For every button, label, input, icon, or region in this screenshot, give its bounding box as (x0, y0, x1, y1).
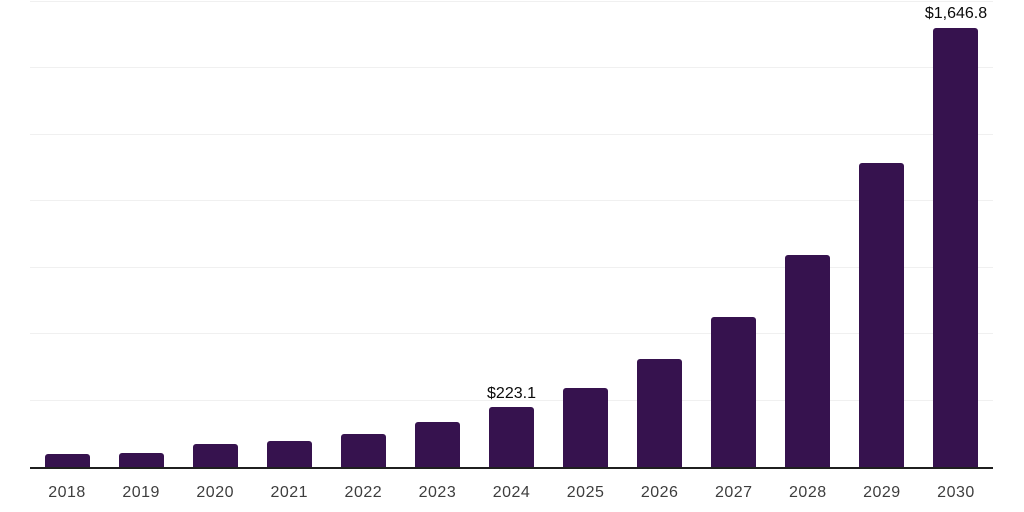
bar-2029 (859, 163, 905, 467)
x-tick-label-2019: 2019 (122, 484, 160, 501)
bar-value-label: $223.1 (487, 384, 536, 402)
bar-column-2028 (771, 2, 845, 467)
gridline (30, 266, 993, 268)
bar-2025 (563, 387, 609, 467)
x-axis: 2018 2019 2020 2021 2022 2023 2024 2025 2026 2027… (30, 484, 993, 502)
gridline (30, 67, 993, 69)
x-tick-label-2024: 2024 (492, 484, 531, 501)
bar-column-2027 (697, 2, 771, 467)
bar-2028 (785, 254, 831, 467)
x-tick-label-2020: 2020 (196, 484, 234, 501)
x-tick-label-2027: 2027 (714, 484, 753, 501)
bar-column-2021 (252, 2, 326, 467)
bar-column-2029 (845, 2, 919, 467)
x-tick-label-2018: 2018 (48, 484, 86, 501)
bars-container: $223.1 $1,646.8 (30, 2, 993, 467)
bar-column-2025 (549, 2, 623, 467)
bar-column-2019 (104, 2, 178, 467)
bar-2024 (489, 407, 534, 467)
x-tick-label-2030: 2030 (937, 484, 975, 501)
gridline (30, 200, 993, 202)
bar-2026 (637, 359, 683, 467)
gridline (30, 399, 993, 401)
x-tick-label-2026: 2026 (640, 484, 679, 501)
bar-column-2023 (400, 2, 474, 467)
bar-column-2018 (30, 2, 104, 467)
bar-value-label: $1,646.8 (924, 4, 988, 22)
bar-column-2020 (178, 2, 252, 467)
bar-2019 (118, 453, 164, 467)
x-tick-label-2025: 2025 (566, 484, 605, 501)
bar-column-2026 (623, 2, 697, 467)
gridline (30, 333, 993, 335)
x-tick-label-2029: 2029 (863, 484, 901, 501)
x-tick-label-2028: 2028 (789, 484, 827, 501)
bar-2021 (266, 441, 312, 467)
bar-2030 (933, 27, 979, 467)
bar-2018 (44, 454, 90, 467)
x-tick-label-2021: 2021 (270, 484, 309, 501)
bar-2023 (414, 422, 460, 467)
x-tick-label-2023: 2023 (418, 484, 457, 501)
bar-column-2022 (326, 2, 400, 467)
plot-area: $223.1 $1,646.8 (30, 1, 993, 469)
bar-2020 (192, 443, 238, 467)
bar-column-2030: $1,646.8 (919, 2, 993, 467)
x-tick-label-2022: 2022 (344, 484, 383, 501)
gridline (30, 1, 993, 2)
bar-column-2024: $223.1 (474, 2, 548, 467)
gridline (30, 133, 993, 135)
bar-2022 (340, 434, 386, 467)
bar-2027 (711, 316, 757, 467)
